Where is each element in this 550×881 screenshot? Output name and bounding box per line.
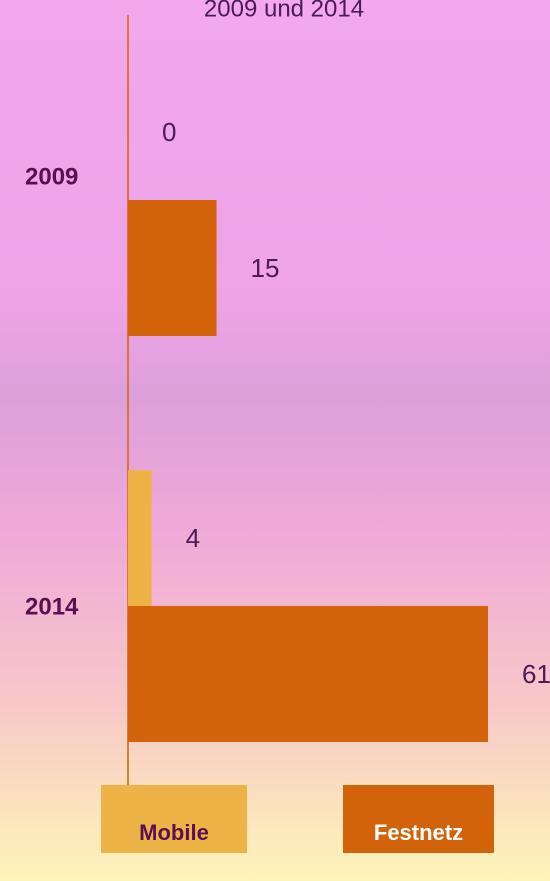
category-label: 2014 bbox=[25, 593, 79, 620]
legend-label: Mobile bbox=[139, 820, 209, 845]
legend-swatch bbox=[101, 785, 247, 853]
category-label: 2009 bbox=[25, 163, 78, 190]
value-label: 61 bbox=[522, 659, 550, 689]
chart-title: 2009 und 2014 bbox=[204, 0, 364, 22]
legend-swatch bbox=[343, 785, 494, 853]
value-label: 15 bbox=[251, 253, 280, 283]
value-label: 4 bbox=[186, 523, 200, 553]
bar bbox=[128, 470, 152, 606]
legend-label: Festnetz bbox=[374, 820, 463, 845]
bar bbox=[128, 200, 217, 336]
bar bbox=[128, 606, 488, 742]
value-label: 0 bbox=[162, 117, 176, 147]
